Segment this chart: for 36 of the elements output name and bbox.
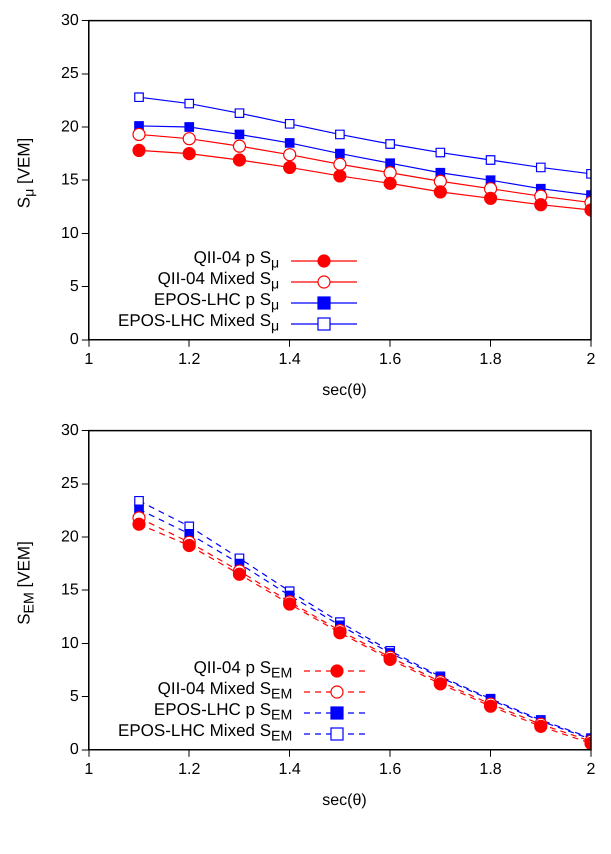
x-tick-label: 1.2 xyxy=(178,350,200,368)
y-tick-label: 10 xyxy=(61,224,79,242)
legend-label: EPOS-LHC Mixed S$_{μ}$ xyxy=(118,310,280,336)
x-tick-label: 1.8 xyxy=(479,350,502,368)
x-tick-label: 2 xyxy=(586,760,596,778)
y-tick-label: 10 xyxy=(61,634,79,652)
x-axis-title: sec(θ) xyxy=(321,792,368,810)
y-tick-label: 30 xyxy=(61,12,79,30)
y-tick-label: 30 xyxy=(61,422,79,440)
x-tick-label: 1.6 xyxy=(378,760,402,778)
x-tick-label: 2 xyxy=(586,350,596,368)
y-tick-label: 20 xyxy=(61,528,79,546)
y-tick-label: 5 xyxy=(70,688,79,706)
legend-label: QII-04 p S$_{EM}$ xyxy=(194,658,292,682)
x-tick-label: 1.4 xyxy=(278,760,301,778)
y-tick-label: 20 xyxy=(61,118,79,136)
y-tick-label: 0 xyxy=(70,331,79,348)
y-tick-label: 25 xyxy=(61,65,79,82)
x-tick-label: 1 xyxy=(84,350,94,368)
legend-label: EPOS-LHC p S$_{μ}$ xyxy=(154,290,280,314)
x-axis-title: sec(θ) xyxy=(321,382,368,400)
legend-label: QII-04 Mixed S$_{EM}$ xyxy=(158,678,292,702)
y-tick-label: 5 xyxy=(70,278,79,296)
legend-label: QII-04 p S$_{μ}$ xyxy=(194,248,280,272)
y-tick-label: 0 xyxy=(70,741,79,758)
y-tick-label: 15 xyxy=(61,582,79,599)
x-tick-label: 1.6 xyxy=(378,350,402,368)
y-tick-label: 25 xyxy=(61,475,79,492)
x-tick-label: 1.8 xyxy=(479,760,502,778)
y-tick-label: 15 xyxy=(61,172,79,189)
legend-label: EPOS-LHC p S$_{EM}$ xyxy=(154,700,292,724)
legend-label: EPOS-LHC Mixed S$_{EM}$ xyxy=(118,720,292,746)
x-tick-label: 1.2 xyxy=(178,760,200,778)
x-tick-label: 1.4 xyxy=(278,350,301,368)
legend-label: QII-04 Mixed S$_{μ}$ xyxy=(158,268,280,292)
x-tick-label: 1 xyxy=(84,760,94,778)
